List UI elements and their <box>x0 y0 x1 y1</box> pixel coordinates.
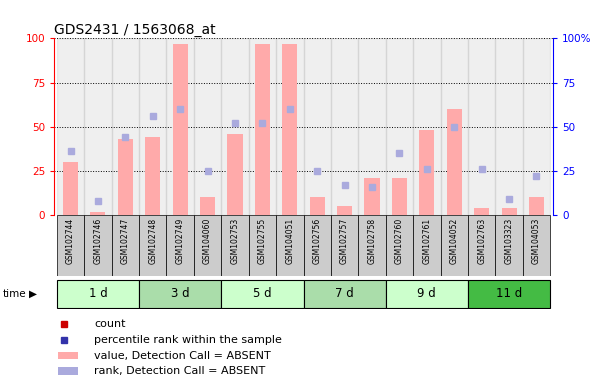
Bar <box>282 44 297 215</box>
Text: 1 d: 1 d <box>88 286 108 300</box>
Bar <box>468 280 550 308</box>
Bar <box>276 38 304 215</box>
Text: GSM104051: GSM104051 <box>285 218 294 264</box>
Bar <box>139 215 166 276</box>
Bar <box>419 130 435 215</box>
Text: 3 d: 3 d <box>171 286 189 300</box>
Bar <box>276 215 304 276</box>
Text: GSM102755: GSM102755 <box>258 218 267 264</box>
Bar <box>468 215 495 276</box>
Bar <box>221 215 249 276</box>
Bar <box>358 38 386 215</box>
Bar <box>495 215 523 276</box>
Text: ▶: ▶ <box>29 289 37 299</box>
Bar <box>194 38 221 215</box>
Bar <box>413 215 441 276</box>
Bar <box>58 352 78 359</box>
Bar <box>200 197 215 215</box>
Text: GSM104053: GSM104053 <box>532 218 541 265</box>
Bar <box>221 38 249 215</box>
Bar <box>227 134 243 215</box>
Bar <box>441 215 468 276</box>
Bar <box>501 208 517 215</box>
Bar <box>495 38 523 215</box>
Bar <box>386 280 468 308</box>
Bar <box>304 215 331 276</box>
Text: GSM102758: GSM102758 <box>368 218 376 264</box>
Bar <box>249 38 276 215</box>
Text: GDS2431 / 1563068_at: GDS2431 / 1563068_at <box>54 23 216 37</box>
Bar <box>474 208 489 215</box>
Bar <box>63 162 78 215</box>
Text: GSM102747: GSM102747 <box>121 218 130 264</box>
Text: time: time <box>3 289 26 299</box>
Text: percentile rank within the sample: percentile rank within the sample <box>94 335 282 345</box>
Text: GSM102763: GSM102763 <box>477 218 486 264</box>
Bar <box>194 215 221 276</box>
Bar <box>523 38 550 215</box>
Bar <box>468 38 495 215</box>
Text: 7 d: 7 d <box>335 286 354 300</box>
Bar <box>331 215 358 276</box>
Bar <box>249 215 276 276</box>
Bar <box>392 178 407 215</box>
Text: GSM102748: GSM102748 <box>148 218 157 264</box>
Bar <box>90 212 106 215</box>
Text: GSM102749: GSM102749 <box>175 218 185 264</box>
Text: GSM104060: GSM104060 <box>203 218 212 265</box>
Bar <box>57 280 139 308</box>
Text: GSM103323: GSM103323 <box>505 218 514 264</box>
Bar <box>58 367 78 375</box>
Bar <box>413 38 441 215</box>
Bar <box>304 280 386 308</box>
Text: GSM102761: GSM102761 <box>423 218 432 264</box>
Text: 9 d: 9 d <box>418 286 436 300</box>
Bar <box>304 38 331 215</box>
Text: GSM104052: GSM104052 <box>450 218 459 264</box>
Text: value, Detection Call = ABSENT: value, Detection Call = ABSENT <box>94 351 270 361</box>
Bar <box>441 38 468 215</box>
Bar <box>358 215 386 276</box>
Text: count: count <box>94 319 126 329</box>
Bar <box>57 38 84 215</box>
Bar <box>118 139 133 215</box>
Bar <box>255 44 270 215</box>
Text: GSM102757: GSM102757 <box>340 218 349 264</box>
Bar <box>112 38 139 215</box>
Bar <box>172 44 188 215</box>
Bar <box>447 109 462 215</box>
Bar <box>310 197 325 215</box>
Bar <box>166 38 194 215</box>
Bar <box>145 137 160 215</box>
Bar <box>386 215 413 276</box>
Text: rank, Detection Call = ABSENT: rank, Detection Call = ABSENT <box>94 366 265 376</box>
Text: 5 d: 5 d <box>253 286 272 300</box>
Bar <box>523 215 550 276</box>
Bar <box>221 280 304 308</box>
Bar <box>337 206 352 215</box>
Text: GSM102744: GSM102744 <box>66 218 75 264</box>
Text: GSM102760: GSM102760 <box>395 218 404 264</box>
Text: GSM102756: GSM102756 <box>313 218 322 264</box>
Bar <box>139 38 166 215</box>
Text: GSM102753: GSM102753 <box>231 218 239 264</box>
Bar <box>529 197 544 215</box>
Bar <box>364 178 380 215</box>
Bar <box>386 38 413 215</box>
Bar <box>84 38 112 215</box>
Bar <box>139 280 221 308</box>
Bar <box>57 215 84 276</box>
Bar <box>84 215 112 276</box>
Text: GSM102746: GSM102746 <box>93 218 102 264</box>
Text: 11 d: 11 d <box>496 286 522 300</box>
Bar <box>331 38 358 215</box>
Bar <box>112 215 139 276</box>
Bar <box>166 215 194 276</box>
